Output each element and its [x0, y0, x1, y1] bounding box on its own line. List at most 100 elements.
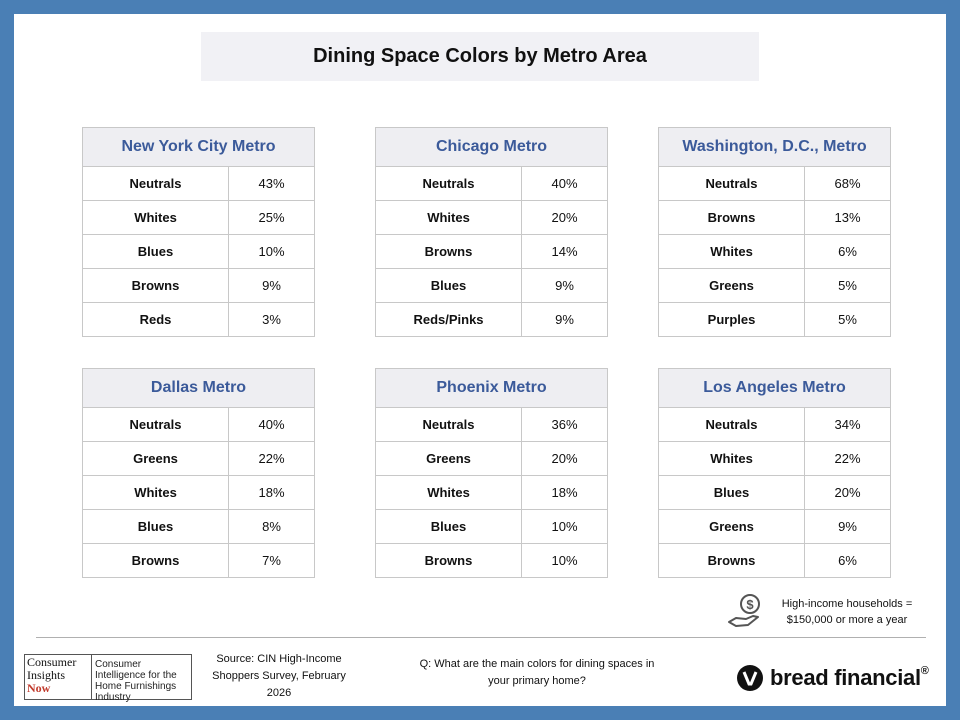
color-name: Browns	[376, 544, 522, 577]
color-name: Reds	[83, 303, 229, 336]
table-row: Browns 6%	[659, 543, 890, 577]
table-row: Blues 9%	[376, 268, 607, 302]
color-percent: 20%	[551, 210, 578, 225]
color-name: Browns	[83, 269, 229, 302]
svg-text:$: $	[746, 597, 754, 612]
metro-name: Washington, D.C., Metro	[659, 128, 890, 167]
bread-logo-icon	[737, 665, 763, 691]
color-name: Blues	[659, 476, 805, 509]
cin-logo-tagline: Consumer Intelligence for the Home Furni…	[95, 659, 177, 703]
table-row: Purples 5%	[659, 302, 890, 336]
table-row: Reds/Pinks 9%	[376, 302, 607, 336]
color-percent: 10%	[551, 553, 578, 568]
table-row: Greens 22%	[83, 441, 314, 475]
table-row: Greens 5%	[659, 268, 890, 302]
color-percent: 6%	[838, 553, 857, 568]
color-percent: 9%	[838, 519, 857, 534]
table-row: Neutrals 40%	[83, 408, 314, 441]
color-percent: 8%	[262, 519, 281, 534]
metro-table: Los Angeles Metro Neutrals 34% Whites 22% Blu…	[658, 368, 891, 578]
color-percent: 68%	[834, 176, 861, 191]
color-percent: 18%	[258, 485, 285, 500]
color-name: Blues	[83, 235, 229, 268]
metro-table: Chicago Metro Neutrals 40% Whites 20% Browns 1…	[375, 127, 608, 337]
metro-table: Dallas Metro Neutrals 40% Greens 22% Whites 18…	[82, 368, 315, 578]
table-row: Blues 10%	[376, 509, 607, 543]
table-row: Neutrals 34%	[659, 408, 890, 441]
metro-name: New York City Metro	[83, 128, 314, 167]
brand-name: bread financial	[770, 665, 921, 690]
color-percent: 3%	[262, 312, 281, 327]
color-name: Whites	[659, 442, 805, 475]
color-name: Neutrals	[83, 408, 229, 441]
color-percent: 14%	[551, 244, 578, 259]
color-percent: 36%	[551, 417, 578, 432]
table-row: Blues 8%	[83, 509, 314, 543]
color-name: Greens	[659, 510, 805, 543]
metro-name: Chicago Metro	[376, 128, 607, 167]
color-name: Greens	[376, 442, 522, 475]
cin-logo-line-3: Now	[27, 681, 51, 695]
color-percent: 22%	[834, 451, 861, 466]
color-percent: 9%	[555, 278, 574, 293]
page-title: Dining Space Colors by Metro Area	[201, 32, 759, 81]
table-row: Whites 22%	[659, 441, 890, 475]
color-percent: 34%	[834, 417, 861, 432]
metro-table: Washington, D.C., Metro Neutrals 68% Browns…	[658, 127, 891, 337]
color-name: Whites	[376, 201, 522, 234]
cin-logo: Consumer Insights Now Consumer Intellige…	[24, 654, 192, 703]
color-name: Whites	[83, 476, 229, 509]
color-percent: 7%	[262, 553, 281, 568]
cin-logo-line-2: Insights	[27, 668, 66, 682]
color-name: Browns	[376, 235, 522, 268]
color-name: Blues	[376, 510, 522, 543]
table-row: Blues 20%	[659, 475, 890, 509]
metro-name: Los Angeles Metro	[659, 369, 890, 408]
slide: Dining Space Colors by Metro Area New Yo…	[14, 14, 946, 706]
color-name: Greens	[83, 442, 229, 475]
color-name: Browns	[659, 201, 805, 234]
source-note: Source: CIN High-Income Shoppers Survey,…	[212, 653, 346, 699]
color-name: Neutrals	[83, 167, 229, 200]
color-percent: 9%	[262, 278, 281, 293]
note-line-2: $150,000 or more a year	[786, 614, 908, 626]
color-name: Greens	[659, 269, 805, 302]
table-row: Blues 10%	[83, 234, 314, 268]
cin-logo-line-1: Consumer	[27, 655, 77, 669]
metro-name: Phoenix Metro	[376, 369, 607, 408]
color-percent: 5%	[838, 312, 857, 327]
color-percent: 5%	[838, 278, 857, 293]
color-percent: 43%	[258, 176, 285, 191]
color-name: Browns	[659, 544, 805, 577]
color-name: Blues	[83, 510, 229, 543]
color-percent: 20%	[551, 451, 578, 466]
note-line-1: High-income households =	[781, 598, 913, 610]
table-row: Neutrals 40%	[376, 167, 607, 200]
table-row: Whites 6%	[659, 234, 890, 268]
table-row: Browns 7%	[83, 543, 314, 577]
table-row: Neutrals 36%	[376, 408, 607, 441]
color-percent: 40%	[551, 176, 578, 191]
table-row: Browns 9%	[83, 268, 314, 302]
metro-name: Dallas Metro	[83, 369, 314, 408]
color-name: Whites	[376, 476, 522, 509]
money-hand-icon: $	[728, 594, 760, 627]
color-percent: 20%	[834, 485, 861, 500]
survey-question: Q: What are the main colors for dining s…	[419, 658, 655, 687]
color-name: Neutrals	[659, 408, 805, 441]
table-row: Browns 13%	[659, 200, 890, 234]
color-name: Neutrals	[659, 167, 805, 200]
footer-divider	[36, 637, 926, 638]
color-name: Browns	[83, 544, 229, 577]
color-percent: 22%	[258, 451, 285, 466]
bread-financial-logo: bread financial®	[736, 664, 929, 692]
color-name: Neutrals	[376, 167, 522, 200]
table-row: Greens 20%	[376, 441, 607, 475]
color-percent: 6%	[838, 244, 857, 259]
brand-mark: ®	[920, 665, 929, 677]
color-percent: 25%	[258, 210, 285, 225]
color-name: Reds/Pinks	[376, 303, 522, 336]
metro-table: Phoenix Metro Neutrals 36% Greens 20% Whites 1…	[375, 368, 608, 578]
table-row: Whites 18%	[83, 475, 314, 509]
color-name: Neutrals	[376, 408, 522, 441]
